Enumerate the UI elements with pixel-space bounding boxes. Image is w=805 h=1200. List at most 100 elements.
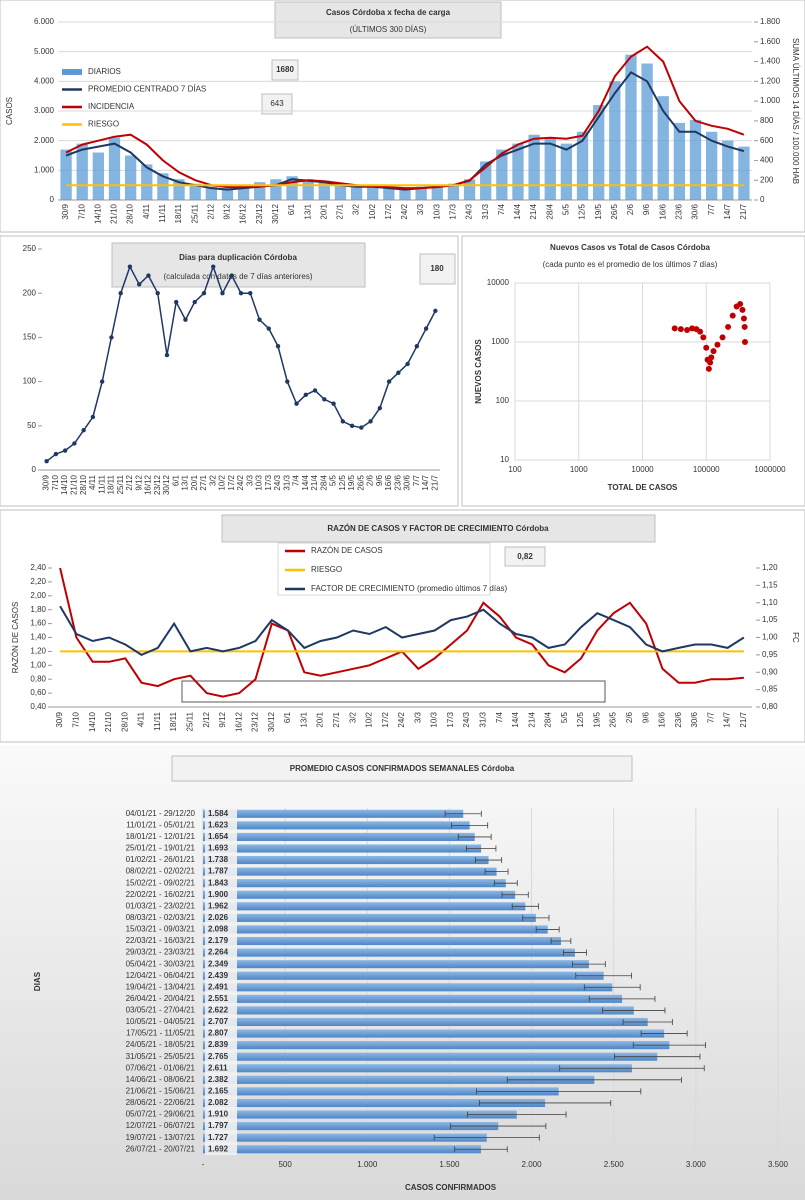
category-label: 17/05/21 - 11/05/21 — [126, 1029, 195, 1038]
bar — [203, 867, 497, 876]
x-tick-label: 9/6 — [641, 711, 650, 723]
point — [294, 401, 299, 406]
x-tick-label: 7/10 — [77, 203, 86, 219]
bar — [203, 1098, 546, 1107]
bar — [593, 105, 605, 200]
x-tick-label: 19/5 — [347, 474, 356, 490]
x-tick-label: 7/7 — [412, 474, 421, 486]
point — [174, 299, 179, 305]
x-tick-label: 10/3 — [432, 203, 441, 219]
category-label: 12/07/21 - 06/07/21 — [126, 1121, 196, 1130]
error-bar — [454, 1146, 508, 1153]
x-tick-label: 28/10 — [120, 711, 129, 732]
point — [377, 405, 383, 411]
value-label: 2.026 — [208, 913, 229, 922]
point — [405, 361, 410, 367]
x-tick-label: 14/4 — [513, 203, 522, 219]
value-label: 1.693 — [208, 844, 229, 853]
y-tick-label: 1.400 — [760, 57, 781, 66]
x-tick-label: 17/3 — [446, 711, 455, 727]
x-tick-label: 14/7 — [421, 474, 430, 490]
x-tick-label: 30/9 — [55, 711, 64, 727]
x-tick-label: 27/1 — [332, 711, 341, 727]
value-label: 1.787 — [208, 867, 229, 876]
point — [414, 344, 420, 349]
point — [164, 352, 170, 358]
x-tick-label: 12/5 — [576, 711, 585, 727]
x-tick-label: 16/12 — [234, 711, 243, 732]
x-tick-label: 2/12 — [206, 203, 215, 219]
x-tick-label: 23/6 — [393, 474, 402, 490]
x-tick-label: 2/12 — [125, 474, 134, 490]
x-tick-label: 21/7 — [739, 203, 748, 219]
category-label: 11/01/21 - 05/01/21 — [126, 820, 195, 829]
legend-label: FACTOR DE CRECIMIENTO (promedio últimos … — [311, 584, 508, 593]
annotation: 1680 — [276, 65, 294, 74]
point — [708, 354, 715, 361]
x-tick-label: 27/1 — [199, 474, 208, 490]
x-tick-label: 3/2 — [208, 474, 217, 486]
value-label: 2.839 — [208, 1040, 229, 1049]
category-label: 22/02/21 - 16/02/21 — [126, 890, 196, 899]
x-tick-label: 3/3 — [413, 711, 422, 723]
x-tick-label: 9/12 — [218, 711, 227, 727]
value-label: 2.765 — [208, 1052, 229, 1061]
category-label: 07/06/21 - 01/06/21 — [126, 1063, 196, 1072]
x-tick-label: 13/1 — [181, 474, 190, 490]
x-tick-label: 19/5 — [594, 203, 603, 219]
y-tick-label: 50 — [27, 421, 36, 430]
x-tick-label: 23/12 — [251, 711, 260, 732]
x-tick-label: 5/5 — [329, 474, 338, 486]
x-tick-label: 7/10 — [51, 474, 60, 490]
bar — [203, 879, 506, 888]
error-bar — [632, 1042, 706, 1049]
point — [322, 397, 327, 402]
bar — [496, 149, 508, 200]
x-tick-label: 14/10 — [93, 203, 102, 224]
point — [359, 425, 364, 430]
point — [368, 419, 373, 424]
error-bar — [602, 1007, 666, 1014]
bar — [609, 81, 621, 200]
category-label: 19/04/21 - 13/04/21 — [126, 982, 196, 991]
x-tick-label: 30/6 — [691, 203, 700, 219]
x-tick-label: 14/10 — [60, 474, 69, 495]
y-tick-label: 1,20 — [30, 647, 46, 656]
error-bar — [535, 926, 560, 933]
y-tick-label: 1.600 — [760, 37, 781, 46]
y-tick-label: 1.000 — [34, 165, 55, 174]
bar — [463, 179, 476, 200]
x-tick-label: 2/6 — [625, 711, 634, 723]
legend-label: DIARIOS — [88, 67, 121, 76]
x-tick-label: - — [202, 1160, 205, 1169]
x-tick-label: 4/11 — [137, 711, 146, 727]
bar — [447, 183, 460, 200]
y-tick-label: 0 — [760, 195, 765, 204]
x-tick-label: 26/5 — [356, 474, 365, 490]
category-label: 15/02/21 - 09/02/21 — [126, 878, 196, 887]
x-tick-label: 4/11 — [142, 203, 151, 219]
y-tick-label: 2,20 — [30, 577, 46, 586]
y-tick-label: 400 — [760, 156, 774, 165]
y-axis-label: DIAS — [33, 971, 42, 991]
x-tick-label: 18/11 — [169, 711, 178, 731]
value-label: 2.179 — [208, 936, 229, 945]
bar — [203, 971, 604, 980]
x-tick-label: 19/5 — [592, 711, 601, 727]
bar — [689, 119, 702, 200]
x-tick-label: 14/10 — [88, 711, 97, 732]
x-tick-label: 12/5 — [578, 203, 587, 219]
bar — [203, 832, 475, 841]
y-tick-label: 800 — [760, 116, 774, 125]
point — [671, 325, 678, 332]
error-bar — [450, 1123, 547, 1130]
point — [710, 348, 717, 355]
bar — [722, 140, 734, 200]
point — [739, 306, 746, 313]
x-tick-label: 5/5 — [562, 203, 571, 215]
x-tick-label: 1000000 — [754, 465, 786, 474]
bar — [203, 983, 613, 992]
y2-axis-label: SUMA ÚLTIMOS 14 DÍAS / 100.000 HAB — [791, 38, 800, 184]
x-tick-label: 31/3 — [479, 711, 488, 727]
x-tick-label: 14/4 — [511, 711, 520, 727]
